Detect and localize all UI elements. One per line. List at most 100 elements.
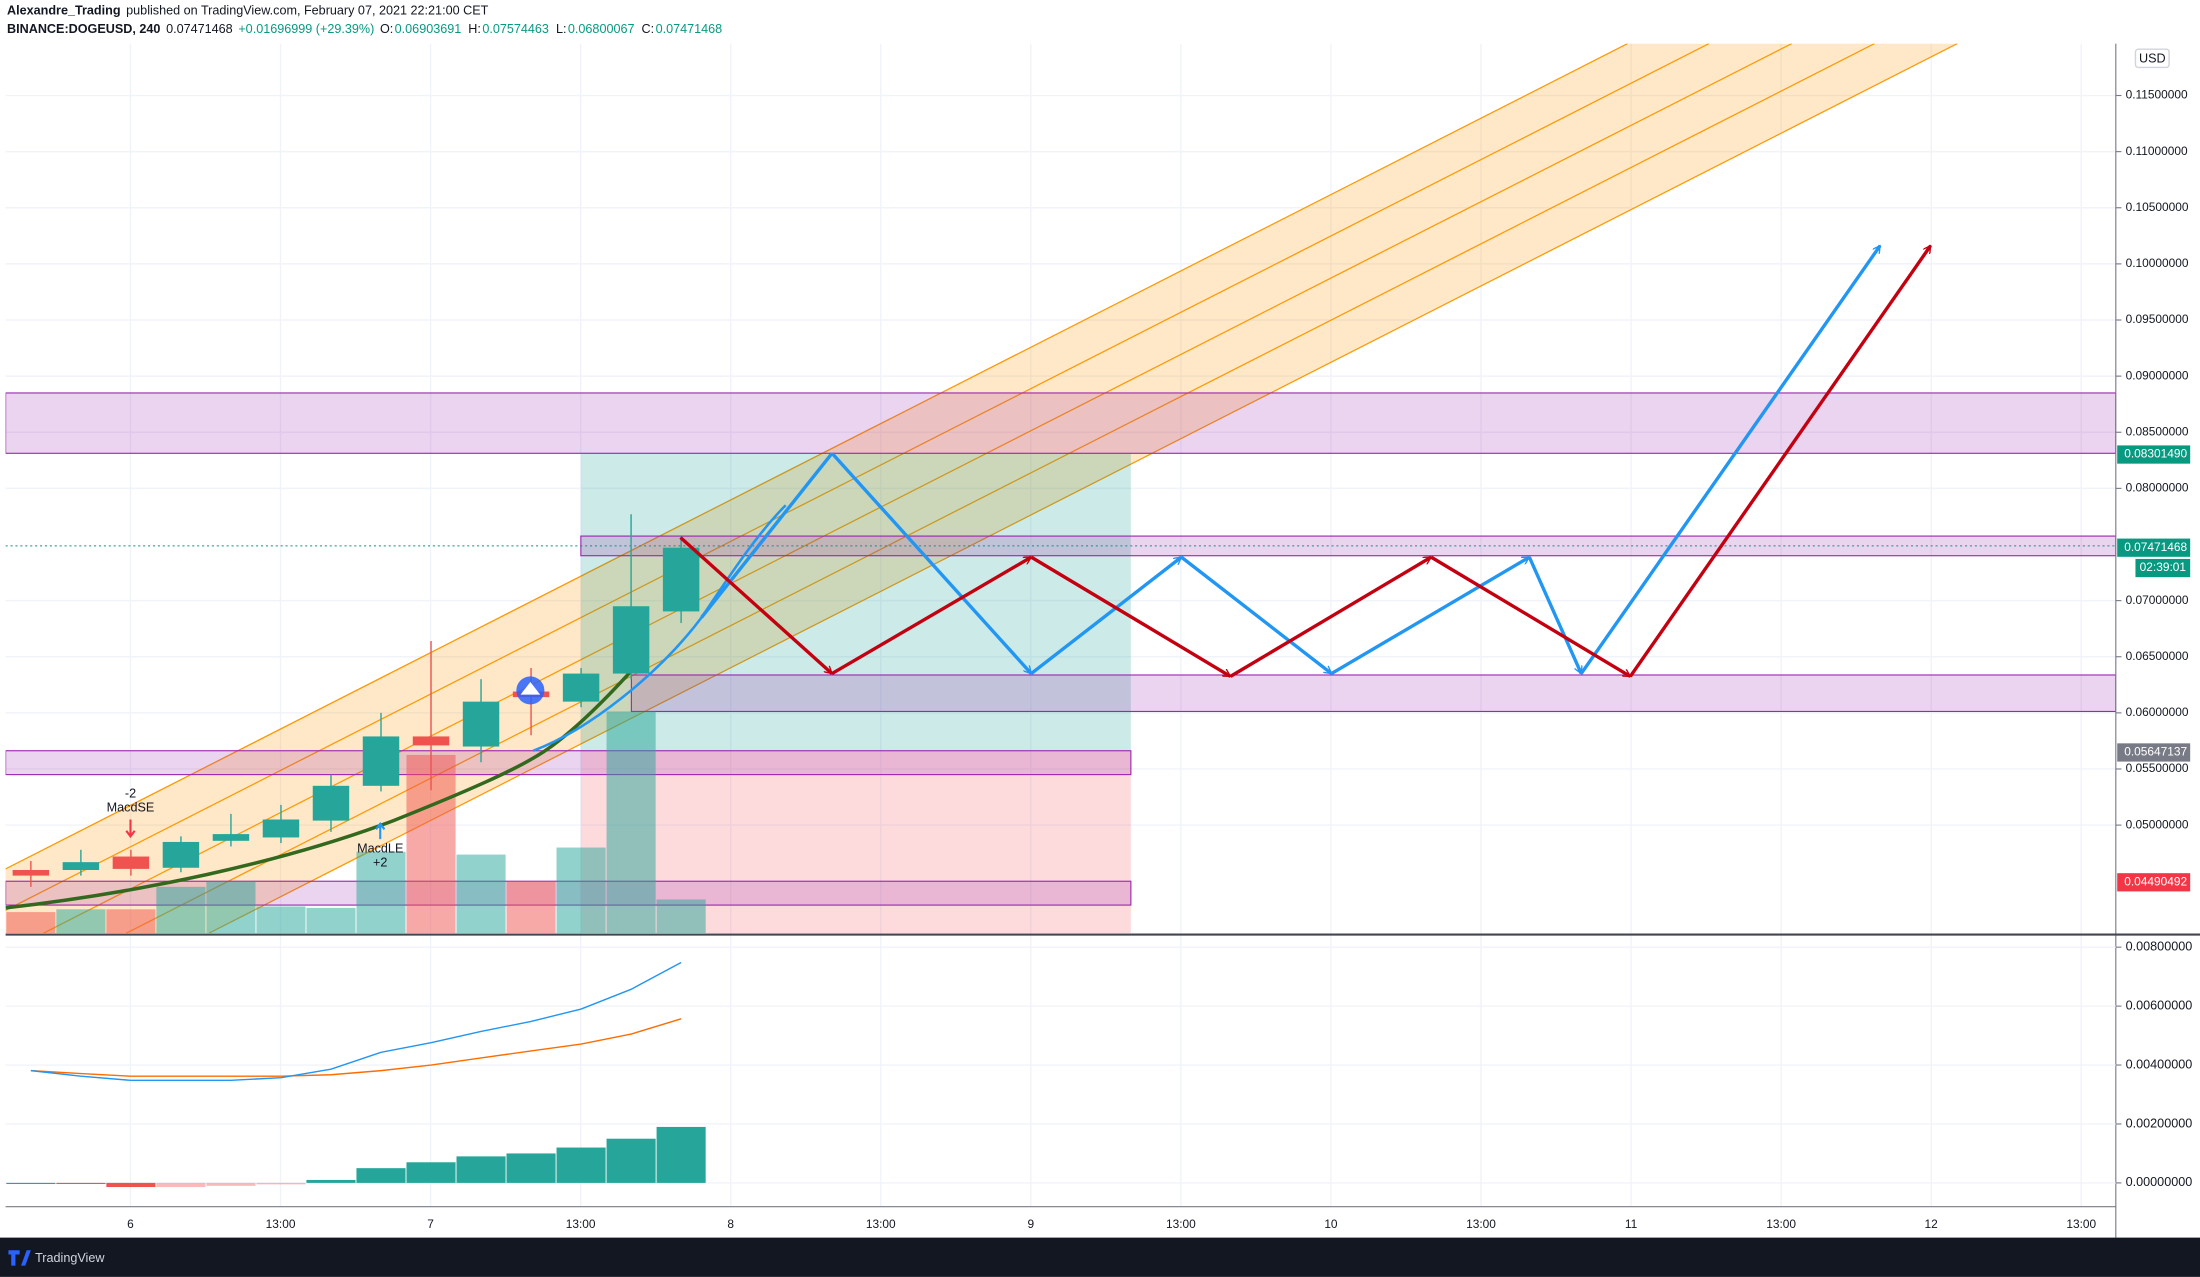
histogram-bar: [606, 1138, 656, 1183]
volume-bar: [456, 854, 506, 934]
candle-body: [312, 785, 350, 821]
axis-labels: 0.11500000 0.11000000 0.10500000 0.10000000…: [2115, 88, 2189, 831]
volume-bar: [156, 886, 206, 934]
candle-body: [462, 701, 500, 747]
y-tick-label: 0.00000000: [2126, 1175, 2193, 1189]
volume-bar: [556, 847, 606, 934]
y-tick-label: 0.10500000: [2126, 200, 2189, 214]
histogram-bar: [206, 1182, 256, 1186]
header: [0, 0, 2200, 44]
x-tick-label: 13:00: [866, 1217, 896, 1231]
signal-label: MacdSE: [107, 801, 155, 815]
macd-line: [30, 961, 682, 1082]
y-tick-label: 0.06000000: [2126, 705, 2189, 719]
event-icon-glyph: [520, 681, 541, 695]
macd-pane: 0.00800000 0.00600000 0.00400000 0.00200000…: [5, 940, 2193, 1189]
long-arrow: [375, 821, 386, 840]
symbol: BINANCE:DOGEUSD, 240: [7, 22, 160, 36]
y-tick-label: 0.08000000: [2126, 481, 2189, 495]
y-tick-label: 0.06500000: [2126, 649, 2189, 663]
histogram-bar: [6, 1182, 56, 1185]
last-price: 0.07471468: [166, 22, 233, 36]
ohlc-label: O:: [380, 22, 393, 36]
y-tick-label: 0.10000000: [2126, 256, 2189, 270]
x-tick-label: 7: [427, 1217, 434, 1231]
published: published on TradingView.com, February 0…: [126, 4, 488, 18]
ohlc-label: H:: [468, 22, 481, 36]
arrow-segment: [1030, 555, 1230, 678]
y-tick-label: 0.05500000: [2126, 761, 2189, 775]
volume-bar: [6, 912, 56, 934]
time-axis: 6 13:00 7 13:00 8 13:00 9 13:00 10 13:00 11 13:00 12…: [127, 1217, 2096, 1231]
ohlc-value: 0.07574463: [482, 22, 549, 36]
x-tick-label: 10: [1324, 1217, 1338, 1231]
x-tick-label: 13:00: [266, 1217, 296, 1231]
x-tick-label: 12: [1925, 1217, 1939, 1231]
price-tag: [2117, 743, 2191, 762]
y-tick-label: 0.08500000: [2126, 424, 2189, 438]
y-tick-label: 0.00400000: [2126, 1057, 2193, 1071]
histogram-bar: [356, 1168, 406, 1183]
arrow-segment: [1579, 246, 1882, 675]
brand-logo: [8, 1250, 31, 1266]
candles: [12, 514, 700, 887]
candle-body: [262, 819, 300, 838]
histogram-bar: [556, 1147, 606, 1183]
x-tick-label: 13:00: [1166, 1217, 1196, 1231]
volume-bar: [356, 851, 406, 934]
histogram-bar: [406, 1162, 456, 1183]
histogram-bar: [256, 1182, 306, 1185]
x-tick-label: 6: [127, 1217, 134, 1231]
signals: -2 MacdSE MacdLE +2: [107, 676, 545, 869]
y-tick-label: 0.11000000: [2126, 144, 2188, 158]
arrow-segment: [1527, 556, 1583, 673]
ohlc-label: C:: [642, 22, 655, 36]
candle-body: [212, 834, 250, 841]
moving-average: [5, 669, 633, 910]
price-tag: [2117, 538, 2191, 557]
zone: [5, 750, 1132, 776]
grid: [5, 43, 2116, 1207]
histogram-bar: [106, 1182, 156, 1188]
footer: [0, 1237, 2200, 1277]
signal-label: MacdLE: [357, 841, 403, 855]
indicators: [5, 504, 787, 910]
histogram-bar: [656, 1126, 706, 1183]
candle-body: [162, 841, 200, 868]
channel-line: [5, 43, 1628, 870]
volume-bar: [56, 909, 106, 934]
volume-bar: [306, 907, 356, 934]
candle-body: [412, 736, 450, 746]
histogram-bar: [456, 1156, 506, 1183]
histogram-bar: [506, 1153, 556, 1183]
y-tick-label: 0.09500000: [2126, 312, 2189, 326]
candle-body: [112, 856, 150, 869]
header-line: BINANCE:DOGEUSD, 240 0.07471468 +0.01696…: [7, 22, 722, 36]
arrow-segment: [1030, 555, 1181, 675]
countdown: 02:39:01: [2140, 560, 2187, 574]
arrow-segment: [1628, 246, 1932, 678]
brand: TradingView: [35, 1251, 105, 1265]
price-tag-label: 0.07471468: [2124, 540, 2187, 554]
arrow-segment: [831, 555, 1031, 676]
signal-qty: +2: [373, 855, 387, 869]
y-tick-label: 0.11500000: [2126, 88, 2188, 102]
red-path: [679, 246, 1932, 678]
x-tick-label: 13:00: [1766, 1217, 1796, 1231]
channel-line: [208, 43, 1958, 934]
volume: [6, 711, 706, 934]
x-tick-label: 13:00: [566, 1217, 596, 1231]
currency-box: [2134, 48, 2170, 69]
curve: [532, 504, 787, 752]
candle-body: [662, 547, 700, 612]
projection-arrows: [679, 246, 1932, 678]
price-tag-label: 0.04490492: [2124, 874, 2187, 888]
arrow-segment: [1229, 555, 1431, 678]
blue-path: [700, 246, 1882, 676]
signal-line: [30, 1018, 682, 1077]
volume-bar: [606, 711, 656, 934]
price-tag: [2117, 445, 2191, 464]
x-tick-label: 11: [1625, 1217, 1638, 1231]
x-tick-label: 13:00: [1466, 1217, 1496, 1231]
